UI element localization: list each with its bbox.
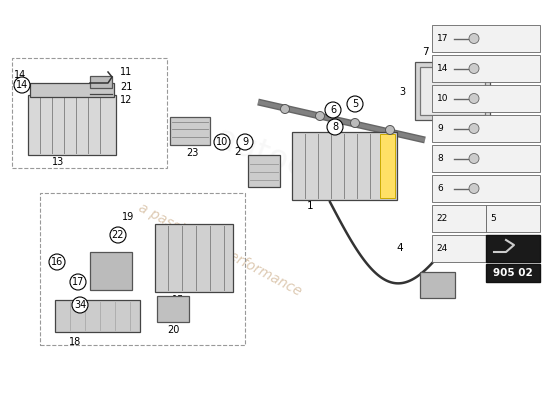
Text: 14: 14 [437,64,448,73]
Text: 3: 3 [399,87,405,97]
Text: 4: 4 [397,243,403,253]
Text: 905 02: 905 02 [493,268,533,278]
Text: 9: 9 [242,137,248,147]
Text: 14: 14 [16,80,28,90]
FancyBboxPatch shape [248,155,280,187]
Text: 18: 18 [69,337,81,347]
Text: 22: 22 [436,214,447,223]
FancyBboxPatch shape [155,224,233,292]
Text: 24: 24 [436,244,447,253]
Circle shape [469,64,479,74]
Text: 6: 6 [437,184,443,193]
Text: 23: 23 [186,148,198,158]
Text: 6: 6 [330,105,336,115]
FancyBboxPatch shape [432,145,540,172]
FancyBboxPatch shape [432,25,540,52]
Text: 17: 17 [72,277,84,287]
Text: 11: 11 [120,67,132,77]
Text: 7: 7 [422,47,428,57]
Circle shape [280,104,289,114]
Circle shape [49,254,65,270]
FancyBboxPatch shape [90,76,112,88]
FancyBboxPatch shape [486,264,540,282]
FancyBboxPatch shape [432,235,486,262]
Circle shape [14,77,30,93]
Text: 13: 13 [52,157,64,167]
Circle shape [70,274,86,290]
Circle shape [72,297,88,313]
Text: 14: 14 [14,70,26,80]
Text: 15: 15 [172,295,184,305]
Text: a passion for performance: a passion for performance [136,201,304,299]
Circle shape [110,227,126,243]
Text: 12: 12 [120,95,133,105]
Circle shape [469,184,479,194]
Circle shape [237,134,253,150]
FancyBboxPatch shape [420,67,485,115]
FancyBboxPatch shape [28,95,116,155]
FancyBboxPatch shape [486,235,540,262]
FancyBboxPatch shape [420,272,455,298]
Text: 22: 22 [112,230,124,240]
Circle shape [347,96,363,112]
FancyBboxPatch shape [432,115,540,142]
Text: autoeps: autoeps [211,122,349,198]
FancyBboxPatch shape [380,134,395,198]
Text: 5: 5 [352,99,358,109]
Circle shape [316,112,324,120]
Circle shape [469,94,479,104]
Text: 17: 17 [437,34,448,43]
Text: 20: 20 [167,325,179,335]
FancyBboxPatch shape [292,132,397,200]
FancyBboxPatch shape [170,117,210,145]
Circle shape [327,119,343,135]
Text: 10: 10 [437,94,448,103]
FancyBboxPatch shape [432,85,540,112]
Text: 2: 2 [235,147,241,157]
Text: 8: 8 [332,122,338,132]
Circle shape [469,154,479,164]
FancyBboxPatch shape [432,55,540,82]
Text: 10: 10 [216,137,228,147]
Text: 1: 1 [307,201,314,211]
Text: 34: 34 [74,300,86,310]
Text: 8: 8 [437,154,443,163]
Circle shape [350,118,360,128]
Circle shape [214,134,230,150]
FancyBboxPatch shape [486,205,540,232]
FancyBboxPatch shape [415,62,490,120]
FancyBboxPatch shape [90,252,132,290]
Text: 16: 16 [51,257,63,267]
Circle shape [386,126,394,134]
FancyBboxPatch shape [432,205,486,232]
FancyBboxPatch shape [432,175,540,202]
Text: 9: 9 [437,124,443,133]
Circle shape [469,34,479,44]
Text: 5: 5 [490,214,496,223]
FancyBboxPatch shape [55,300,140,332]
Text: 19: 19 [122,212,134,222]
Circle shape [325,102,341,118]
FancyBboxPatch shape [157,296,189,322]
Text: 21: 21 [120,82,133,92]
FancyBboxPatch shape [30,83,114,97]
Circle shape [469,124,479,134]
